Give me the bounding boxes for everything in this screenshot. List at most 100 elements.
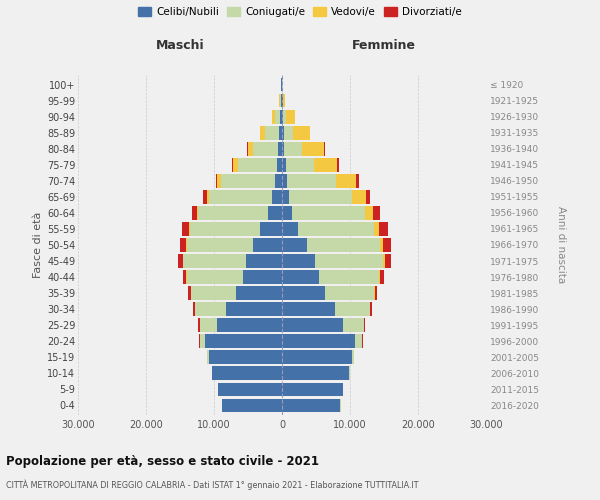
Bar (279, 94, 280, 108)
Bar (293, 126, 310, 140)
Bar (284, 126, 293, 140)
Bar (217, 318, 282, 332)
Bar (186, 238, 187, 252)
Bar (178, 254, 183, 268)
Bar (337, 158, 339, 172)
Legend: Celibi/Nubili, Coniugati/e, Vedovi/e, Divorziati/e: Celibi/Nubili, Coniugati/e, Vedovi/e, Di… (134, 2, 466, 21)
Bar (199, 206, 268, 220)
Bar (370, 302, 372, 316)
Bar (383, 238, 391, 252)
Bar (275, 174, 282, 188)
Bar (209, 350, 282, 364)
Bar (218, 382, 282, 396)
Bar (352, 190, 365, 203)
Bar (298, 222, 374, 236)
Bar (246, 254, 282, 268)
Bar (216, 174, 217, 188)
Bar (236, 286, 282, 300)
Bar (282, 302, 335, 316)
Bar (289, 190, 352, 203)
Bar (374, 222, 379, 236)
Bar (379, 270, 380, 284)
Bar (242, 270, 282, 284)
Bar (286, 158, 314, 172)
Bar (307, 238, 380, 252)
Bar (195, 302, 226, 316)
Bar (282, 318, 343, 332)
Bar (260, 222, 282, 236)
Bar (206, 190, 209, 203)
Bar (282, 286, 325, 300)
Bar (282, 254, 314, 268)
Bar (212, 366, 282, 380)
Bar (180, 238, 186, 252)
Bar (200, 318, 217, 332)
Bar (282, 270, 319, 284)
Bar (364, 318, 365, 332)
Text: Popolazione per età, sesso e stato civile - 2021: Popolazione per età, sesso e stato civil… (6, 455, 319, 468)
Bar (292, 206, 365, 220)
Bar (282, 382, 343, 396)
Bar (282, 142, 284, 156)
Bar (189, 222, 190, 236)
Bar (207, 350, 209, 364)
Bar (253, 238, 282, 252)
Bar (282, 238, 307, 252)
Bar (365, 206, 373, 220)
Text: Femmine: Femmine (352, 40, 416, 52)
Bar (247, 142, 248, 156)
Bar (191, 206, 197, 220)
Bar (272, 110, 275, 124)
Bar (319, 270, 379, 284)
Bar (379, 222, 388, 236)
Bar (282, 126, 284, 140)
Bar (373, 206, 380, 220)
Bar (314, 254, 383, 268)
Bar (199, 318, 200, 332)
Bar (260, 126, 265, 140)
Text: Maschi: Maschi (155, 40, 205, 52)
Bar (272, 190, 282, 203)
Bar (193, 302, 194, 316)
Bar (222, 398, 282, 412)
Bar (282, 222, 298, 236)
Bar (282, 206, 292, 220)
Bar (283, 110, 286, 124)
Bar (282, 366, 349, 380)
Bar (283, 94, 285, 108)
Bar (278, 142, 282, 156)
Bar (265, 126, 279, 140)
Bar (343, 318, 364, 332)
Bar (302, 142, 324, 156)
Bar (226, 302, 282, 316)
Bar (188, 286, 191, 300)
Bar (197, 206, 199, 220)
Bar (277, 158, 282, 172)
Text: CITTÀ METROPOLITANA DI REGGIO CALABRIA - Dati ISTAT 1° gennaio 2021 - Elaborazio: CITTÀ METROPOLITANA DI REGGIO CALABRIA -… (6, 480, 419, 490)
Bar (282, 334, 355, 348)
Bar (187, 238, 253, 252)
Bar (217, 174, 221, 188)
Bar (380, 270, 384, 284)
Bar (286, 110, 295, 124)
Bar (287, 174, 336, 188)
Bar (335, 302, 370, 316)
Bar (200, 334, 205, 348)
Bar (191, 286, 236, 300)
Bar (356, 174, 359, 188)
Bar (325, 286, 374, 300)
Bar (281, 94, 282, 108)
Bar (233, 158, 238, 172)
Bar (336, 174, 356, 188)
Bar (280, 94, 281, 108)
Bar (365, 190, 370, 203)
Bar (355, 334, 362, 348)
Bar (221, 174, 275, 188)
Bar (282, 94, 283, 108)
Y-axis label: Fasce di età: Fasce di età (32, 212, 43, 278)
Bar (383, 254, 385, 268)
Bar (203, 190, 206, 203)
Bar (184, 254, 246, 268)
Bar (352, 350, 354, 364)
Bar (282, 158, 286, 172)
